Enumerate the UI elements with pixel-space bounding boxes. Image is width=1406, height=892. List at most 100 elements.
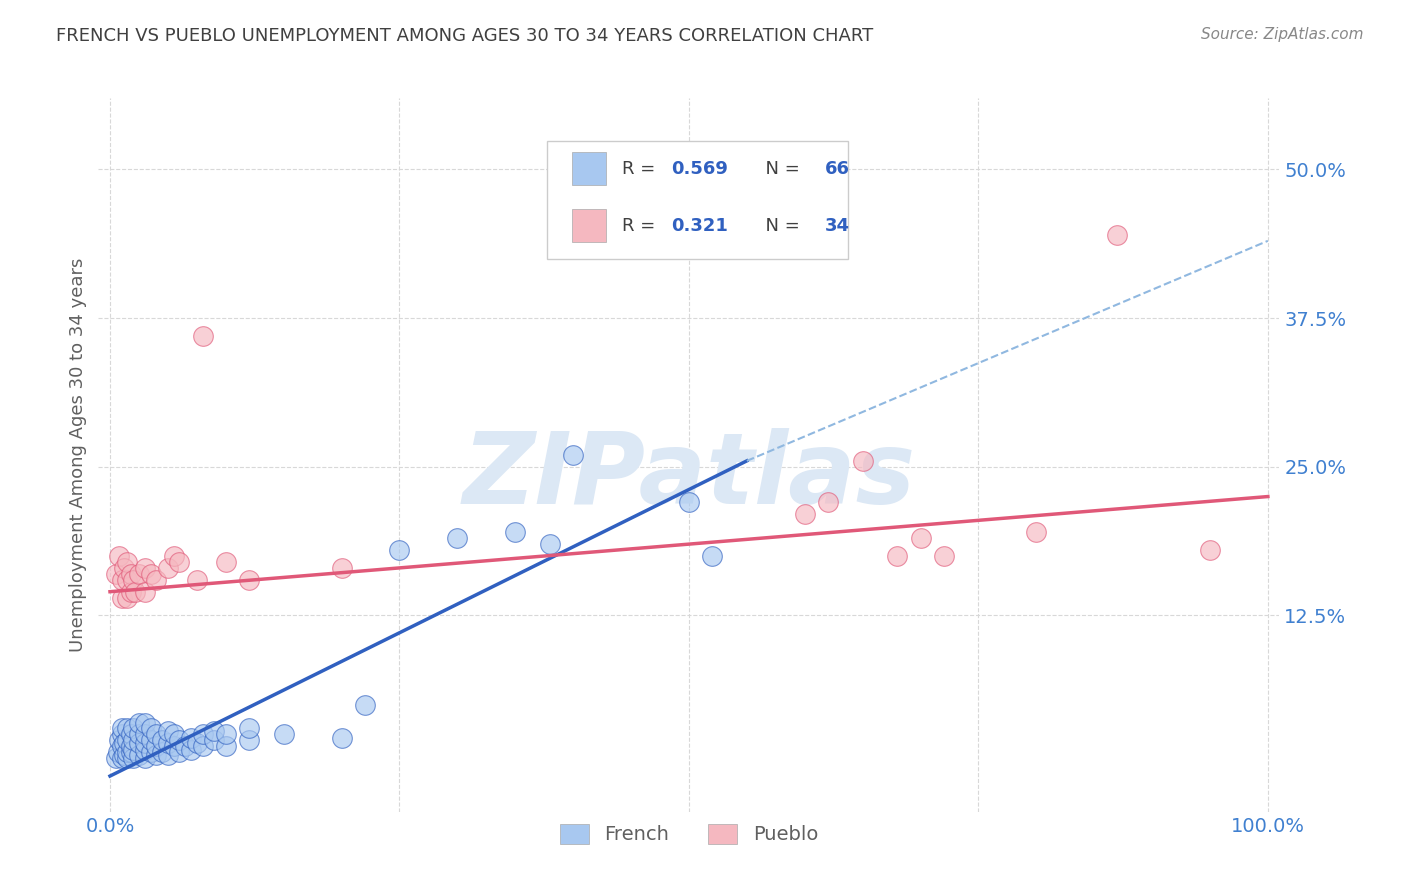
Point	[104, 566, 127, 581]
Point	[128, 747, 150, 762]
Point	[139, 733, 162, 747]
Point	[108, 733, 131, 747]
Point	[150, 733, 173, 747]
Point	[169, 733, 191, 747]
Point	[538, 537, 561, 551]
Point	[156, 561, 179, 575]
Point	[852, 454, 875, 468]
Point	[120, 566, 142, 581]
Point	[910, 531, 932, 545]
Point	[122, 751, 145, 765]
Point	[180, 731, 202, 745]
Point	[1107, 227, 1129, 242]
Point	[117, 591, 139, 605]
Point	[163, 739, 186, 754]
Point	[191, 329, 214, 343]
Text: N =: N =	[754, 160, 806, 178]
Point	[139, 566, 162, 581]
Point	[163, 727, 186, 741]
Point	[145, 727, 167, 741]
Point	[112, 747, 135, 762]
Point	[562, 448, 585, 462]
Point	[886, 549, 908, 563]
Point	[156, 723, 179, 738]
Point	[112, 736, 135, 750]
Point	[134, 715, 156, 730]
Point	[110, 739, 132, 754]
Point	[273, 727, 295, 741]
Point	[330, 731, 353, 745]
Point	[215, 739, 238, 754]
Point	[174, 739, 197, 754]
Point	[134, 561, 156, 575]
Point	[817, 495, 839, 509]
Point	[128, 715, 150, 730]
Point	[238, 573, 260, 587]
Point	[104, 751, 127, 765]
Point	[191, 739, 214, 754]
Point	[169, 555, 191, 569]
Point	[330, 561, 353, 575]
Point	[110, 591, 132, 605]
Point	[124, 584, 146, 599]
Point	[1199, 543, 1222, 558]
Point	[1025, 525, 1047, 540]
Point	[145, 573, 167, 587]
Text: 66: 66	[825, 160, 849, 178]
Point	[117, 555, 139, 569]
Point	[134, 727, 156, 741]
FancyBboxPatch shape	[547, 141, 848, 259]
Point	[110, 727, 132, 741]
Point	[793, 508, 815, 522]
Point	[145, 747, 167, 762]
Point	[134, 743, 156, 757]
Point	[117, 573, 139, 587]
Point	[503, 525, 526, 540]
Point	[110, 751, 132, 765]
Point	[122, 733, 145, 747]
Point	[191, 727, 214, 741]
Point	[128, 736, 150, 750]
Text: R =: R =	[621, 160, 661, 178]
Point	[122, 743, 145, 757]
Point	[353, 698, 375, 712]
Point	[700, 549, 723, 563]
Point	[202, 723, 225, 738]
Point	[139, 722, 162, 736]
Point	[117, 733, 139, 747]
Point	[112, 561, 135, 575]
Text: 0.321: 0.321	[671, 217, 728, 235]
Point	[150, 745, 173, 759]
FancyBboxPatch shape	[572, 210, 606, 243]
Text: R =: R =	[621, 217, 666, 235]
Point	[128, 727, 150, 741]
Point	[120, 584, 142, 599]
Point	[110, 573, 132, 587]
Point	[134, 584, 156, 599]
Point	[110, 722, 132, 736]
Point	[122, 722, 145, 736]
Point	[169, 745, 191, 759]
Point	[186, 573, 208, 587]
Point	[238, 733, 260, 747]
Point	[388, 543, 411, 558]
Point	[117, 751, 139, 765]
Text: ZIPatlas: ZIPatlas	[463, 428, 915, 524]
Point	[186, 736, 208, 750]
Text: FRENCH VS PUEBLO UNEMPLOYMENT AMONG AGES 30 TO 34 YEARS CORRELATION CHART: FRENCH VS PUEBLO UNEMPLOYMENT AMONG AGES…	[56, 27, 873, 45]
Point	[215, 555, 238, 569]
Point	[163, 549, 186, 563]
Point	[107, 745, 129, 759]
Point	[180, 743, 202, 757]
Point	[108, 549, 131, 563]
Point	[128, 566, 150, 581]
Point	[122, 573, 145, 587]
FancyBboxPatch shape	[572, 153, 606, 186]
Point	[139, 745, 162, 759]
Point	[202, 733, 225, 747]
Point	[238, 722, 260, 736]
Text: 34: 34	[825, 217, 849, 235]
Point	[120, 739, 142, 754]
Point	[117, 722, 139, 736]
Point	[134, 751, 156, 765]
